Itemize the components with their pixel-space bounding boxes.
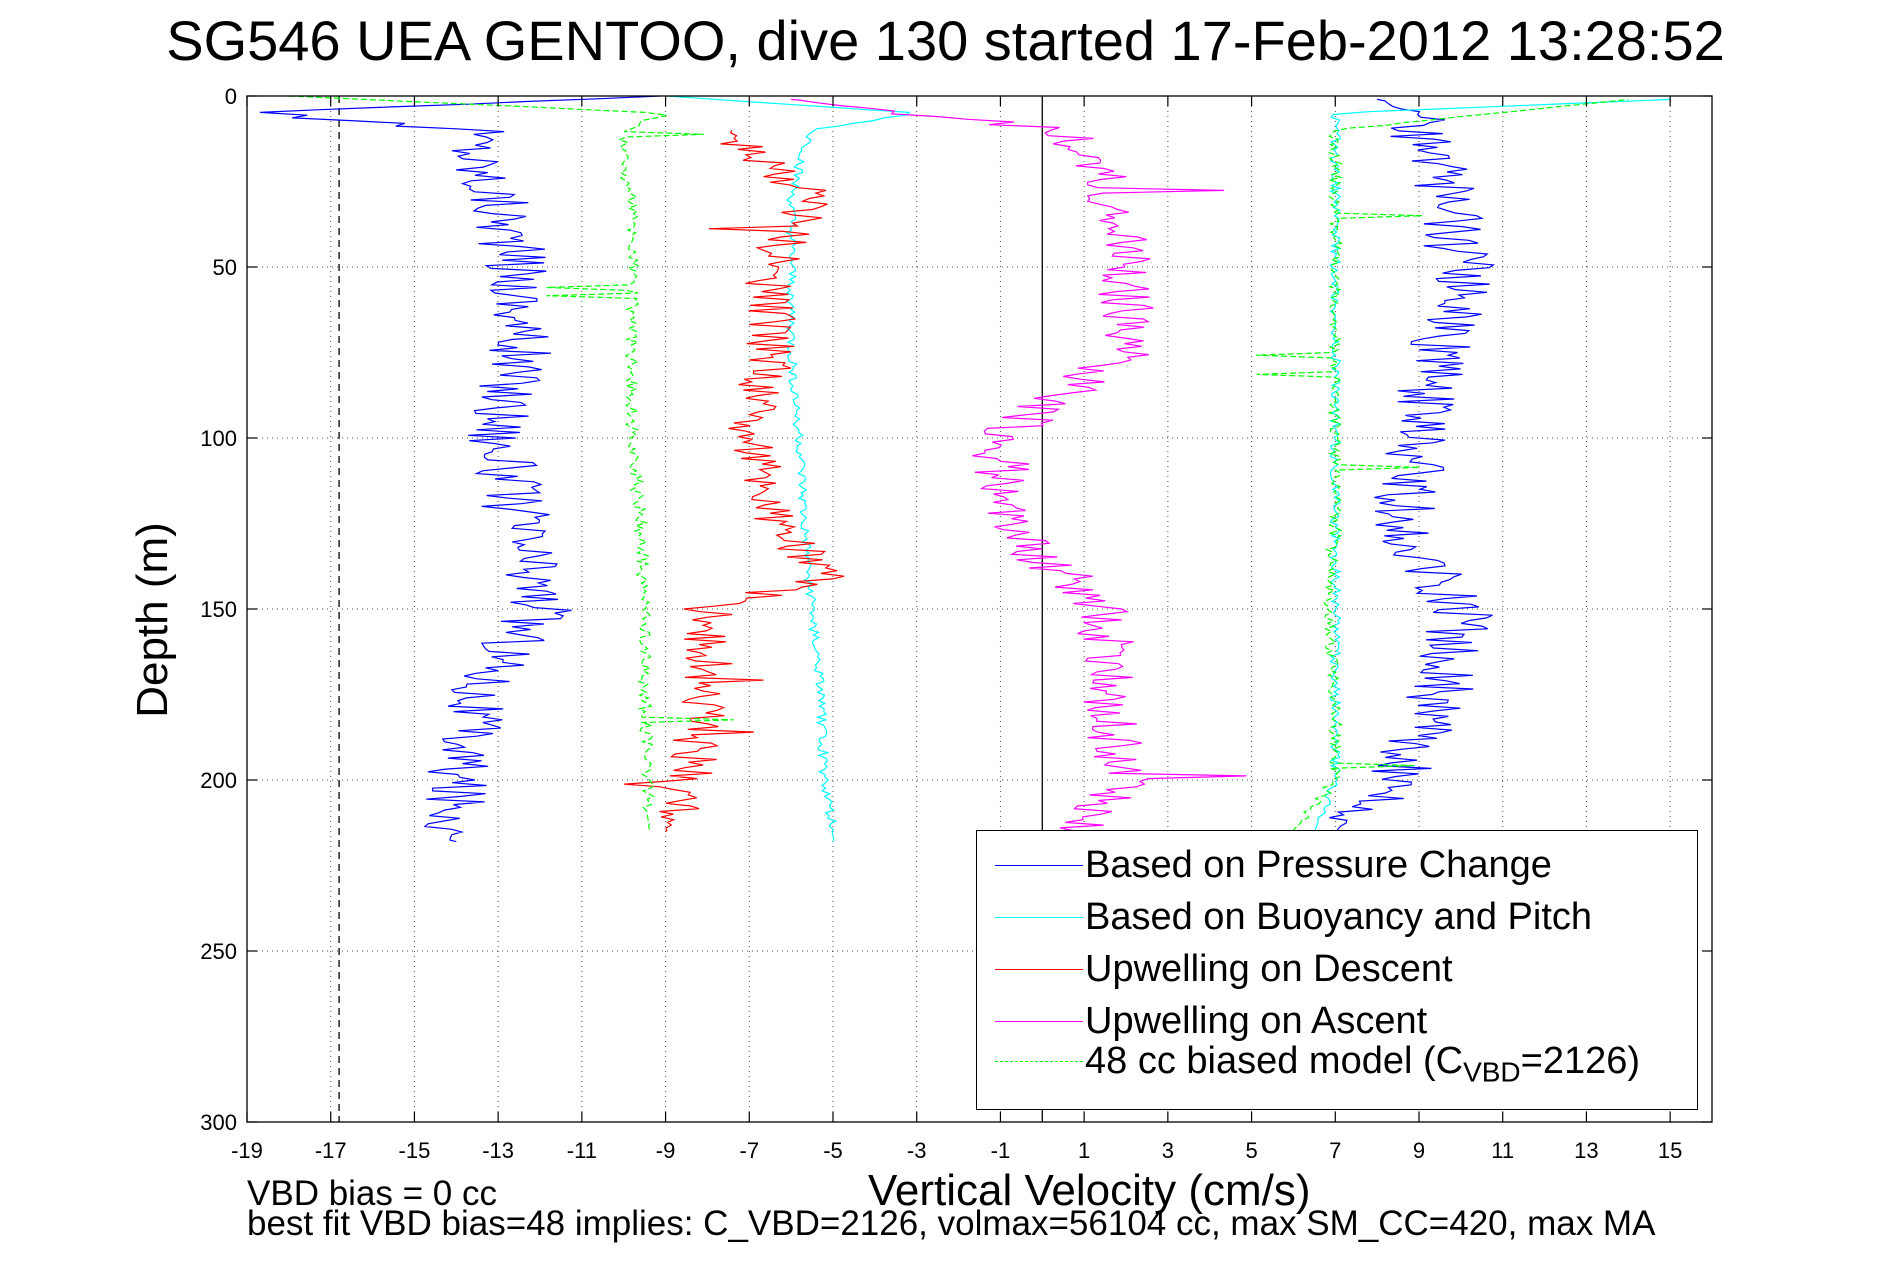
x-tick-label: -9 — [656, 1138, 676, 1163]
y-tick-label: 50 — [213, 255, 237, 280]
y-tick-label: 300 — [200, 1110, 237, 1135]
legend-swatch-buoyancy — [995, 917, 1083, 918]
x-tick-label: -5 — [823, 1138, 843, 1163]
x-axis-label: Vertical Velocity (cm/s) — [868, 1166, 1311, 1215]
legend-item-buoyancy: Based on Buoyancy and Pitch — [977, 893, 1697, 941]
y-tick-label: 0 — [225, 84, 237, 109]
x-tick-label: 15 — [1658, 1138, 1682, 1163]
legend-swatch-pressure — [995, 865, 1083, 866]
legend: Based on Pressure Change Based on Buoyan… — [976, 830, 1698, 1110]
x-tick-label: 5 — [1245, 1138, 1257, 1163]
vbd-bias-note: VBD bias = 0 cc — [247, 1174, 497, 1213]
legend-label-buoyancy: Based on Buoyancy and Pitch — [1085, 896, 1593, 938]
legend-label-model: 48 cc biased model (CVBD=2126) — [1085, 1037, 1640, 1097]
x-tick-label: -7 — [740, 1138, 760, 1163]
legend-label-ascent: Upwelling on Ascent — [1085, 1000, 1428, 1042]
x-tick-label: 11 — [1491, 1138, 1514, 1163]
series-2-descent-line — [624, 130, 845, 832]
x-tick-label: 7 — [1329, 1138, 1341, 1163]
legend-item-descent: Upwelling on Descent — [977, 945, 1697, 993]
legend-label-pressure: Based on Pressure Change — [1085, 844, 1552, 886]
x-tick-label: -15 — [399, 1138, 431, 1163]
x-tick-label: -1 — [991, 1138, 1011, 1163]
y-tick-label: 100 — [200, 426, 237, 451]
x-tick-label: 3 — [1162, 1138, 1174, 1163]
best-fit-note: best fit VBD bias=48 implies: C_VBD=2126… — [247, 1204, 1656, 1243]
x-tick-label: 13 — [1574, 1138, 1598, 1163]
y-tick-label: 150 — [200, 597, 237, 622]
series-3-ascent-line — [791, 98, 1247, 843]
chart-title: SG546 UEA GENTOO, dive 130 started 17-Fe… — [166, 9, 1725, 72]
series-0-ascent-line — [1329, 98, 1496, 832]
legend-swatch-model — [995, 1061, 1083, 1062]
y-tick-label: 200 — [200, 768, 237, 793]
x-tick-label: -17 — [315, 1138, 347, 1163]
x-tick-label: -13 — [482, 1138, 514, 1163]
series-4-ascent-line — [1255, 98, 1629, 832]
legend-item-model: 48 cc biased model (CVBD=2126) — [977, 1037, 1697, 1088]
y-tick-label: 250 — [200, 939, 237, 964]
series-4-descent-line — [288, 95, 734, 832]
legend-item-ascent: Upwelling on Ascent — [977, 997, 1697, 1045]
x-tick-label: -19 — [231, 1138, 263, 1163]
series-1-descent-line — [666, 95, 912, 842]
legend-item-pressure: Based on Pressure Change — [977, 841, 1697, 889]
legend-swatch-descent — [995, 969, 1083, 970]
legend-model-prefix: 48 cc biased model (C — [1085, 1040, 1464, 1082]
legend-model-suffix: =2126) — [1520, 1040, 1641, 1082]
x-tick-label: 9 — [1413, 1138, 1425, 1163]
x-tick-label: 1 — [1078, 1138, 1090, 1163]
series-0-descent-line — [259, 95, 661, 843]
legend-model-sub: VBD — [1463, 1056, 1521, 1088]
legend-swatch-ascent — [995, 1021, 1083, 1022]
x-tick-label: -3 — [907, 1138, 927, 1163]
legend-label-descent: Upwelling on Descent — [1085, 948, 1453, 990]
x-tick-label: -11 — [567, 1138, 597, 1163]
